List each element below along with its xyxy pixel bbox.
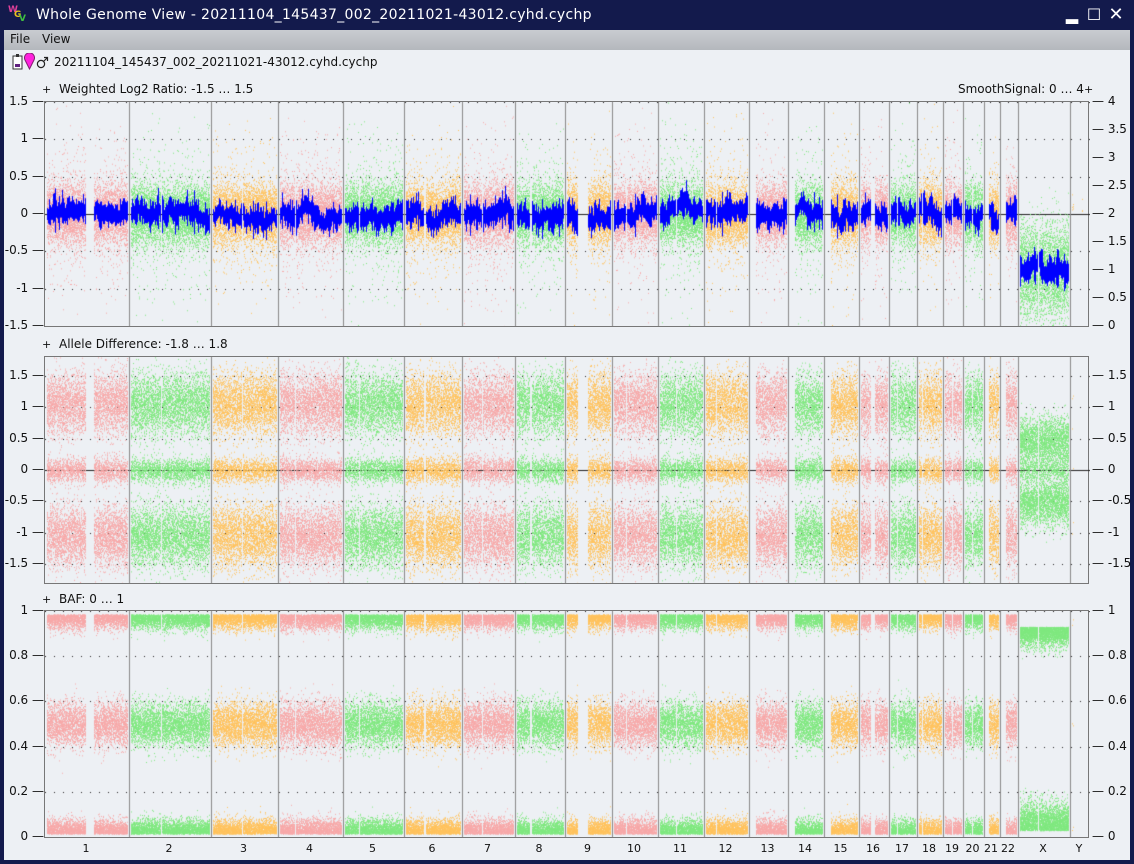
chromosome-label-6[interactable]: 6	[428, 842, 436, 855]
chromosome-label-10[interactable]: 10	[627, 842, 641, 855]
right-tick-label: — 1	[1092, 399, 1116, 414]
right-tick-label: — 0	[1092, 829, 1116, 843]
chromosome-label-17[interactable]: 17	[895, 842, 909, 855]
chromosome-label-20[interactable]: 20	[965, 842, 980, 855]
minimize-button[interactable]: ▂	[1065, 5, 1079, 24]
left-tick-label: 0 —	[20, 206, 44, 220]
window-title: Whole Genome View - 20211104_145437_002_…	[36, 7, 592, 23]
chromosome-label-12[interactable]: 12	[718, 842, 733, 855]
data-canvas	[45, 611, 1090, 837]
smooth-signal-expand-button[interactable]: +	[1084, 83, 1094, 96]
panel-expand-button[interactable]: +	[42, 83, 52, 96]
right-tick-label: — 0.6	[1092, 693, 1127, 708]
chromosome-label-18[interactable]: 18	[922, 842, 936, 855]
right-tick-label: — 0.5	[1092, 290, 1127, 304]
menu-file[interactable]: File	[10, 32, 31, 46]
smooth-signal-label: SmoothSignal: 0 … 4	[958, 82, 1084, 96]
plot-area-0	[44, 101, 1090, 327]
close-button[interactable]: ✕	[1108, 4, 1124, 25]
right-tick-label: — -1	[1092, 524, 1120, 539]
left-tick-label: 0.6 —	[9, 693, 44, 708]
plot-area-2	[44, 610, 1090, 838]
right-tick-label: — 2	[1092, 206, 1116, 220]
left-tick-label: 0.4 —	[9, 738, 44, 753]
chromosome-label-21[interactable]: 21	[984, 842, 998, 855]
data-canvas	[45, 102, 1090, 326]
right-tick-label: — 3.5	[1092, 122, 1127, 136]
right-tick-label: — 1	[1092, 603, 1116, 617]
menu-bar: File View	[4, 30, 1130, 50]
right-tick-label: — 0	[1092, 462, 1116, 476]
window-content: File View 20211104_145437_002_20211021-4…	[4, 30, 1132, 860]
left-tick-label: -1 —	[16, 280, 44, 295]
right-tick-label: — -1.5	[1092, 556, 1132, 571]
left-tick-label: 0 —	[20, 462, 44, 476]
left-tick-label: 1 —	[20, 131, 44, 146]
chromosome-label-7[interactable]: 7	[484, 842, 491, 855]
chromosome-label-5[interactable]: 5	[369, 842, 376, 855]
right-tick-label: — 0	[1092, 318, 1116, 332]
right-tick-label: — 0.2	[1092, 783, 1127, 798]
chromosome-label-8[interactable]: 8	[535, 842, 543, 855]
chromosome-label-13[interactable]: 13	[760, 842, 775, 855]
left-tick-label: 0.2 —	[9, 783, 44, 798]
left-tick-label: 1.5 —	[9, 94, 44, 108]
right-tick-label: — 0.8	[1092, 648, 1127, 663]
chromosome-label-X[interactable]: X	[1039, 842, 1047, 855]
left-tick-label: 1 —	[20, 603, 44, 617]
left-tick-label: 0.5 —	[9, 430, 44, 445]
chip-icon	[12, 54, 23, 70]
right-tick-label: — 3	[1092, 150, 1116, 164]
right-tick-label: — -0.5	[1092, 493, 1132, 508]
chromosome-label-3[interactable]: 3	[240, 842, 247, 855]
chromosome-label-4[interactable]: 4	[306, 842, 313, 855]
panel-label: Weighted Log2 Ratio: -1.5 … 1.5	[59, 82, 254, 96]
panel-expand-button[interactable]: +	[42, 593, 52, 606]
left-tick-label: -0.5 —	[4, 493, 44, 508]
maximize-button[interactable]: ☐	[1086, 5, 1102, 24]
male-icon	[36, 56, 49, 69]
right-tick-label: — 2.5	[1092, 178, 1127, 192]
pin-icon	[24, 53, 35, 70]
left-tick-label: 0.5 —	[9, 168, 44, 183]
chromosome-label-14[interactable]: 14	[798, 842, 812, 855]
menu-view[interactable]: View	[42, 32, 71, 46]
left-tick-label: -0.5 —	[4, 243, 44, 258]
right-tick-label: — 1	[1092, 262, 1116, 276]
left-tick-label: -1.5 —	[4, 318, 44, 332]
left-tick-label: 1 —	[20, 399, 44, 414]
chromosome-label-19[interactable]: 19	[945, 842, 959, 855]
left-tick-label: 0 —	[20, 829, 44, 843]
right-tick-label: — 0.4	[1092, 738, 1127, 753]
chromosome-label-Y[interactable]: Y	[1075, 842, 1083, 855]
right-tick-label: — 4	[1092, 94, 1116, 108]
chromosome-label-9[interactable]: 9	[584, 842, 591, 855]
chromosome-label-15[interactable]: 15	[833, 842, 848, 855]
plot-area-1	[44, 356, 1090, 584]
right-tick-label: — 0.5	[1092, 430, 1127, 445]
chromosome-label-2[interactable]: 2	[165, 842, 173, 855]
panel-label: Allele Difference: -1.8 … 1.8	[59, 337, 228, 351]
chromosome-label-11[interactable]: 11	[673, 842, 687, 855]
right-tick-label: — 1.5	[1092, 234, 1127, 248]
left-tick-label: 0.8 —	[9, 648, 44, 663]
left-tick-label: -1 —	[16, 524, 44, 539]
chromosome-label-1[interactable]: 1	[82, 842, 90, 855]
chromosome-label-16[interactable]: 16	[866, 842, 880, 855]
panel-expand-button[interactable]: +	[42, 338, 52, 351]
file-name: 20211104_145437_002_20211021-43012.cyhd.…	[54, 55, 378, 69]
left-tick-label: 1.5 —	[9, 367, 44, 382]
chromosome-label-22[interactable]: 22	[1001, 842, 1015, 855]
panel-label: BAF: 0 … 1	[59, 592, 125, 606]
right-tick-label: — 1.5	[1092, 367, 1127, 382]
data-canvas	[45, 357, 1090, 583]
left-tick-label: -1.5 —	[4, 556, 44, 571]
